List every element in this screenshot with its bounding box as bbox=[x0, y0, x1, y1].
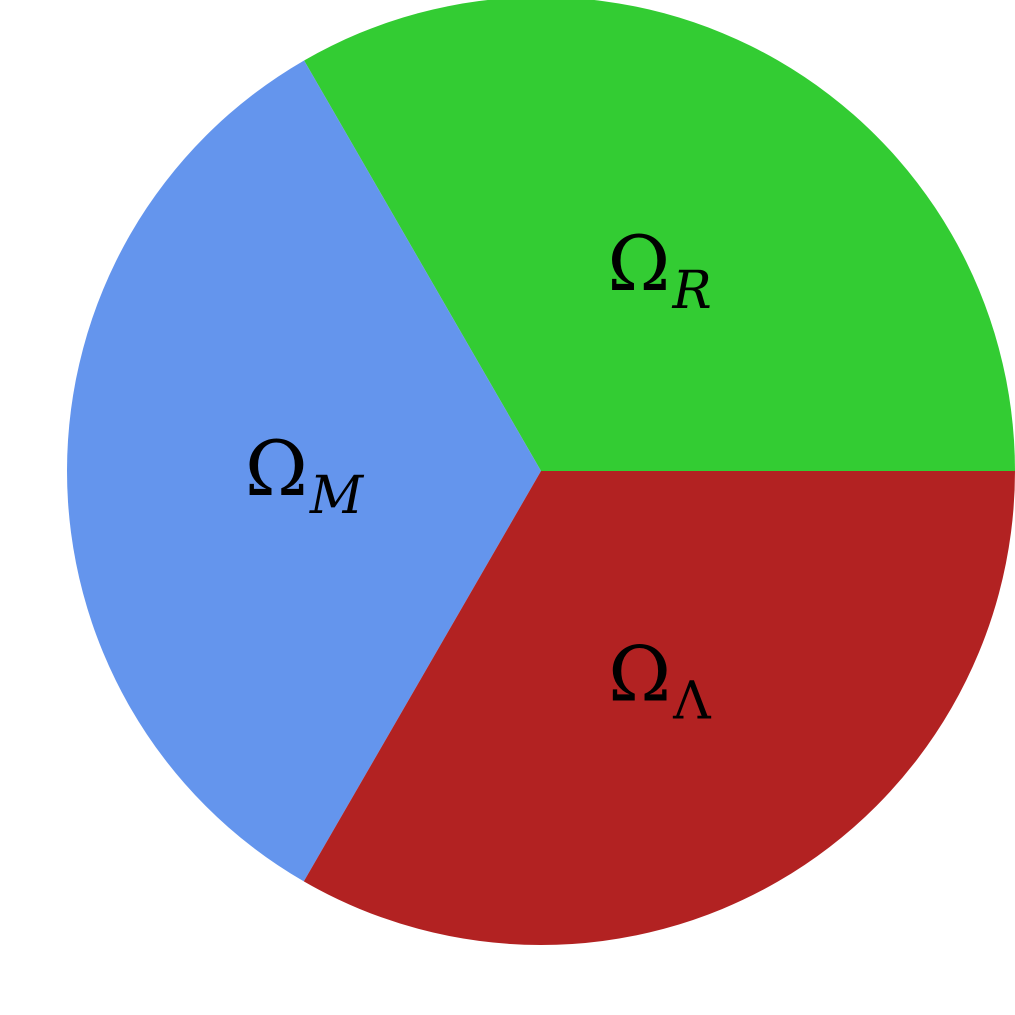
pie-slice-omega-r bbox=[304, 0, 1015, 471]
pie-label-omega-r: ΩR bbox=[607, 219, 711, 321]
pie-label-omega-lambda: ΩΛ bbox=[608, 629, 712, 731]
pie-slice-omega-lambda bbox=[303, 471, 1015, 945]
pie-label-subscript: Λ bbox=[672, 671, 712, 731]
pie-slice-omega-m bbox=[67, 60, 541, 882]
pie-label-omega-m: ΩM bbox=[245, 424, 365, 526]
pie-slices bbox=[67, 0, 1015, 945]
pie-label-base: Ω bbox=[607, 219, 670, 308]
pie-label-base: Ω bbox=[245, 424, 308, 513]
pie-label-subscript: R bbox=[671, 261, 711, 321]
pie-label-base: Ω bbox=[608, 629, 671, 718]
pie-label-subscript: M bbox=[309, 466, 365, 526]
